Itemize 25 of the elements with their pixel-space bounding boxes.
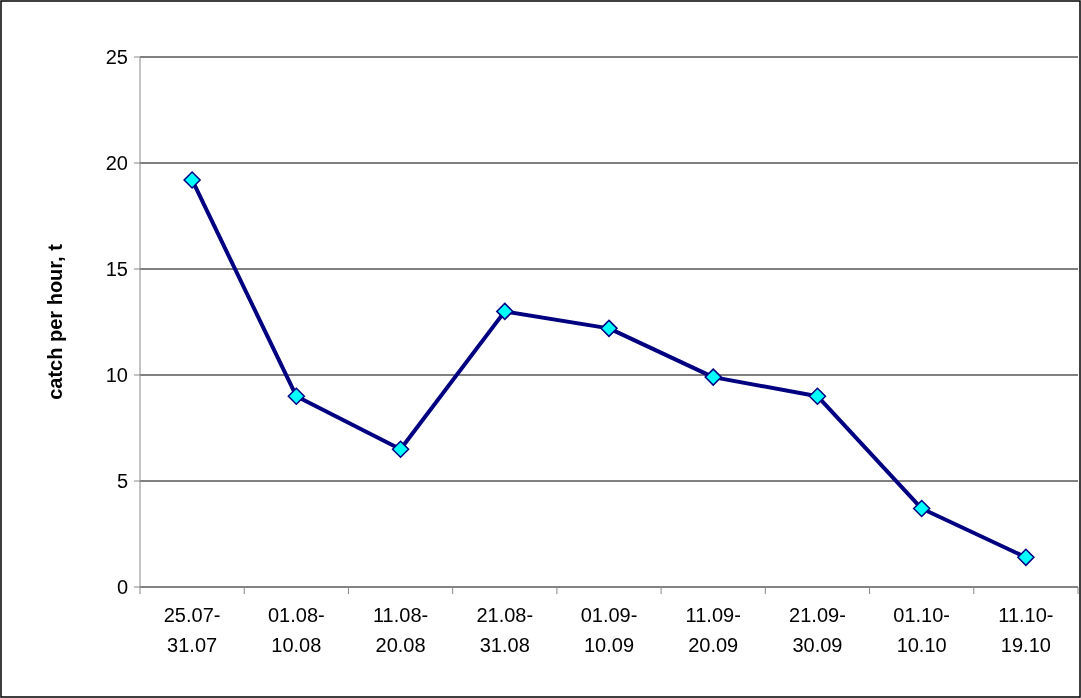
point bbox=[391, 440, 410, 458]
point bbox=[183, 171, 201, 189]
x-tick-label: 21.08- 31.08 bbox=[476, 604, 534, 656]
y-tick-label: 20 bbox=[105, 152, 128, 174]
x-tick-label: 11.09- 20.09 bbox=[685, 604, 741, 656]
point bbox=[496, 302, 514, 321]
x-tick-label: 11.10- 19.10 bbox=[998, 604, 1054, 656]
x-tick-label: 01.09- 10.09 bbox=[580, 604, 638, 656]
x-tick-label: 01.10- 10.10 bbox=[893, 604, 951, 656]
x-tick-label: 21.09- 30.09 bbox=[789, 604, 846, 656]
point bbox=[808, 387, 827, 405]
y-tick-label: 5 bbox=[116, 470, 128, 492]
y-tick-label: 25 bbox=[105, 46, 128, 68]
x-tick-label: 25.07- 31.07 bbox=[163, 604, 221, 656]
y-axis-title: catch per hour, t bbox=[44, 243, 66, 400]
point bbox=[704, 368, 722, 386]
y-tick-label: 10 bbox=[105, 364, 128, 386]
y-tick-label: 0 bbox=[116, 576, 128, 598]
point bbox=[287, 387, 306, 405]
x-tick-label: 01.08- 10.08 bbox=[267, 604, 325, 656]
y-tick-label: 15 bbox=[105, 258, 128, 280]
point bbox=[600, 319, 618, 338]
point bbox=[912, 499, 931, 518]
point bbox=[1017, 548, 1035, 567]
x-tick-label: 11.08- 20.08 bbox=[372, 604, 429, 656]
